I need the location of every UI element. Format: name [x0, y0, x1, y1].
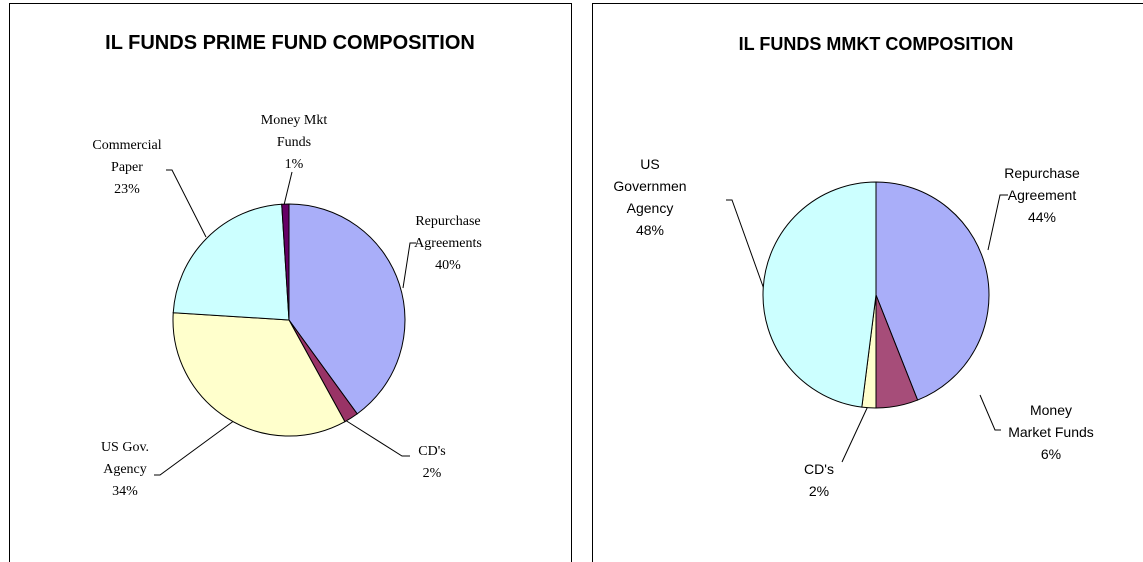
slice-value-label: 44% — [1027, 209, 1057, 225]
pie-slice — [288, 203, 406, 415]
leader-line — [987, 194, 1008, 251]
slice-value-label: 34% — [112, 484, 138, 499]
leader-line — [166, 169, 207, 238]
slice-label: US Governmen Agency — [613, 156, 687, 216]
slice-value-label: 40% — [435, 258, 461, 273]
leader-line — [841, 405, 869, 463]
panel-border — [9, 3, 572, 562]
slice-value-label: 6% — [1040, 446, 1062, 462]
leader-line — [344, 419, 410, 457]
slice-value-label: 23% — [114, 182, 140, 197]
slice-label: Money Mkt Funds — [260, 113, 328, 150]
slice-value-label: 1% — [284, 157, 304, 172]
pie-slice — [172, 203, 290, 321]
slice-label: CD's — [418, 444, 446, 459]
leader-line — [979, 394, 1001, 431]
slice-label: Repurchase Agreement — [1004, 165, 1080, 203]
pie-slice — [875, 181, 990, 401]
slice-value-label: 2% — [422, 466, 442, 481]
slice-label: CD's — [804, 461, 834, 477]
slice-label: Commercial Paper — [92, 138, 162, 175]
slice-label: Repurchase Agreements — [414, 214, 482, 251]
pie-slice — [281, 203, 290, 321]
leader-line — [726, 199, 766, 293]
leader-line — [154, 419, 236, 476]
slice-label: US Gov. Agency — [100, 440, 150, 477]
slice-value-label: 2% — [808, 483, 830, 499]
slice-value-label: 48% — [635, 222, 665, 238]
leader-line — [402, 242, 416, 289]
leader-line — [283, 171, 293, 206]
panel-border — [592, 3, 1143, 562]
chart-title: IL FUNDS MMKT COMPOSITION — [738, 34, 1014, 54]
slice-label: Money Market Funds — [1008, 402, 1094, 440]
pie-slice — [762, 181, 877, 408]
leader-lines — [154, 169, 1008, 476]
pie-slice — [172, 312, 346, 437]
chart-title: IL FUNDS PRIME FUND COMPOSITION — [105, 32, 475, 54]
